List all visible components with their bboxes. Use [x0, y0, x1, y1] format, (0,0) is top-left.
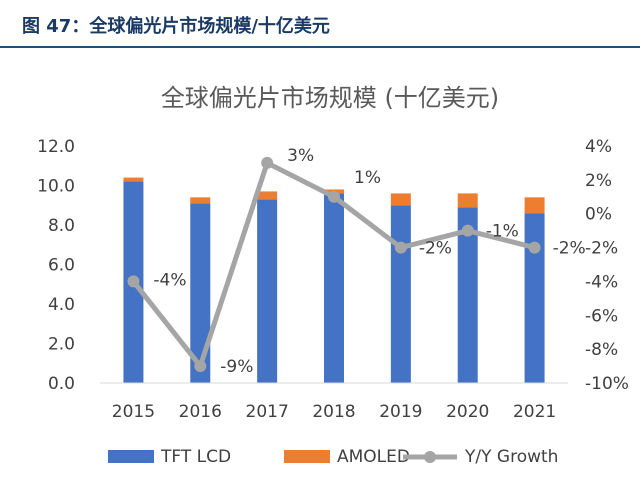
bar-amoled	[190, 197, 211, 204]
x-tick-label: 2020	[446, 402, 489, 422]
bar-amoled	[524, 197, 545, 214]
y-left-tick-label: 8.0	[48, 216, 75, 236]
growth-data-label: -1%	[486, 222, 519, 242]
figure-header: 图 47：全球偏光片市场规模/十亿美元	[0, 0, 640, 48]
bar-tft-lcd	[257, 199, 278, 383]
legend-label: AMOLED	[337, 447, 410, 467]
market-size-chart: 全球偏光片市场规模 (十亿美元) 0.0 2.0 4.0 6.0 8.0 10.0 12.0…	[37, 84, 629, 467]
growth-marker	[461, 224, 474, 237]
x-tick-label: 2015	[112, 402, 155, 422]
bar-tft-lcd	[324, 193, 344, 383]
growth-data-label: 3%	[287, 146, 314, 166]
y-right-tick-label: -2%	[585, 239, 618, 259]
x-tick-label: 2021	[513, 402, 556, 422]
y-right-tick-label: -4%	[585, 272, 618, 292]
legend-label: Y/Y Growth	[464, 447, 558, 467]
growth-marker	[127, 275, 140, 288]
y-right-tick-label: -8%	[585, 340, 618, 360]
bar-amoled	[123, 177, 144, 182]
y-left-tick-label: 4.0	[48, 295, 75, 315]
y-right-tick-label: 2%	[585, 171, 612, 191]
y-right-tick-label: -6%	[585, 306, 618, 326]
y-left-tick-label: 10.0	[37, 177, 75, 197]
bar-tft-lcd	[190, 203, 211, 383]
growth-marker	[261, 156, 274, 169]
growth-marker	[528, 241, 541, 254]
growth-data-label: -9%	[220, 357, 253, 377]
y-right-tick-label: -10%	[585, 374, 629, 394]
y-left-tick-label: 6.0	[48, 256, 75, 276]
y-right-tick-label: 4%	[585, 137, 612, 157]
bar-tft-lcd	[524, 213, 545, 383]
legend-label: TFT LCD	[160, 447, 231, 467]
growth-data-label: -2%	[419, 239, 452, 259]
growth-data-label: 1%	[354, 168, 381, 188]
legend-swatch	[284, 450, 330, 463]
legend-line-marker	[424, 451, 436, 463]
y-left-tick-label: 12.0	[37, 137, 75, 157]
bar-amoled	[390, 193, 411, 206]
bar-tft-lcd	[390, 205, 411, 383]
caption-divider	[0, 46, 640, 48]
x-tick-label: 2016	[179, 402, 222, 422]
growth-marker	[194, 360, 207, 373]
plot-area: 0.0 2.0 4.0 6.0 8.0 10.0 12.0 -10% -8% -6% -4% -2% 0…	[37, 137, 629, 422]
bar-amoled	[257, 191, 278, 200]
chart-title: 全球偏光片市场规模 (十亿美元)	[161, 84, 499, 112]
y-right-tick-label: 0%	[585, 205, 612, 225]
growth-marker	[394, 241, 407, 254]
growth-marker	[328, 190, 340, 203]
y-left-tick-label: 0.0	[48, 374, 75, 394]
y-left-tick-label: 2.0	[48, 335, 75, 355]
x-tick-label: 2017	[246, 402, 289, 422]
legend-swatch	[108, 450, 154, 463]
bar-tft-lcd	[457, 207, 478, 383]
growth-data-label: -4%	[153, 270, 186, 290]
bar-amoled	[457, 193, 478, 208]
x-tick-label: 2018	[312, 402, 355, 422]
figure-caption: 图 47：全球偏光片市场规模/十亿美元	[22, 16, 330, 37]
growth-data-label: -2%	[553, 239, 586, 259]
chart-legend: TFT LCD AMOLED Y/Y Growth	[108, 447, 558, 467]
x-tick-label: 2019	[379, 402, 422, 422]
